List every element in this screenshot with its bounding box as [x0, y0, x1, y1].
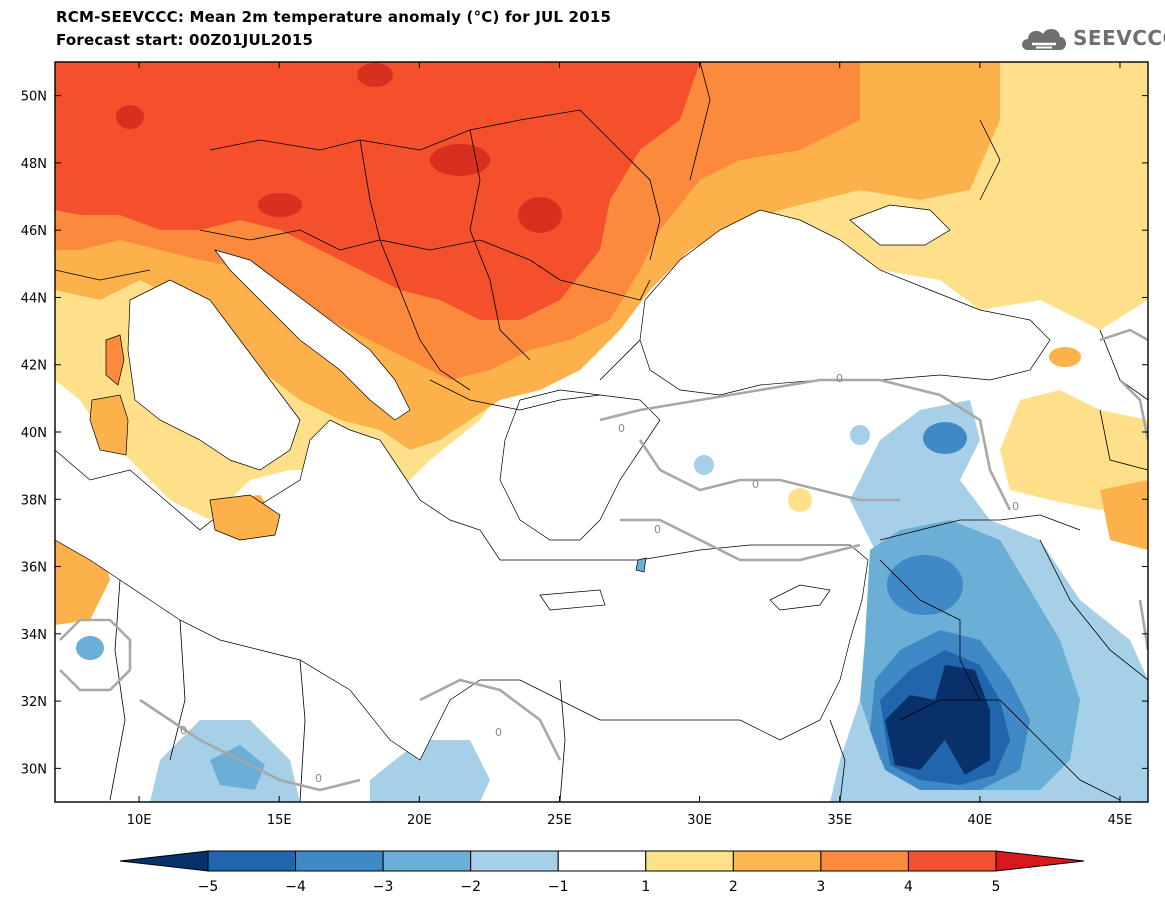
colorbar-segment [470, 850, 559, 872]
lon-tick-label: 25E [547, 813, 572, 828]
anomaly-region-cool3 [210, 745, 265, 790]
anomaly-spot-cool2 [694, 455, 714, 475]
map-title: RCM-SEEVCCC: Mean 2m temperature anomaly… [56, 8, 612, 26]
colorbar-label: −4 [285, 879, 306, 895]
lon-tick-label: 10E [127, 813, 152, 828]
contour-label: 0 [315, 772, 322, 785]
lat-tick-label: 36N [21, 561, 47, 576]
logo-text: SEEVCCC [1073, 26, 1165, 50]
zero-contours [59, 328, 1148, 792]
anomaly-region-warm5 [55, 62, 700, 320]
sea-black [639, 209, 1051, 396]
anomaly-spot-warm6 [116, 105, 144, 129]
colorbar-segment [907, 850, 997, 872]
lon-tick-label: 15E [267, 813, 292, 828]
lon-tick-label: 20E [407, 813, 432, 828]
anomaly-region-cool2 [370, 740, 490, 802]
contour-label: 0 [752, 478, 759, 491]
anomaly-region-cool6 [885, 665, 990, 775]
lat-tick-label: 42N [21, 359, 47, 374]
anomaly-spot-warm3 [1049, 347, 1081, 367]
anomaly-spot-cool4 [923, 422, 967, 454]
colorbar-segment [732, 850, 822, 872]
lat-tick-label: 34N [21, 628, 47, 643]
sea-azov [849, 204, 951, 246]
forecast-start-label: Forecast start: 00Z01JUL2015 [56, 31, 314, 49]
anomaly-spot-warm6 [357, 63, 393, 87]
sea-adriatic [214, 249, 411, 421]
contour-label: 0 [495, 726, 502, 739]
sea-aegean [499, 389, 661, 541]
axis-ticks: 10E 15E 20E 25E 30E 35E 40E 45E 50N 48N 46N 44N 42N 4… [21, 62, 1148, 828]
colorbar-label: 4 [904, 879, 913, 895]
lat-tick-label: 40N [21, 426, 47, 441]
contour-label: 0 [1012, 500, 1019, 513]
lon-tick-label: 45E [1108, 813, 1133, 828]
colorbar-label: 2 [729, 879, 738, 895]
lat-tick-label: 38N [21, 493, 47, 508]
contour-label: 0 [180, 724, 187, 737]
country-borders [55, 62, 1148, 802]
sea-tyrrhenian [127, 279, 301, 471]
cloud-icon [1022, 28, 1066, 50]
anomaly-spot-warm6 [518, 197, 562, 233]
colorbar-segment [207, 850, 297, 872]
sea-mediterranean [55, 419, 869, 761]
colorbar-segment [382, 850, 472, 872]
colorbar-label: −3 [373, 879, 394, 895]
anomaly-region-warm3 [1100, 480, 1148, 550]
lon-tick-label: 40E [967, 813, 992, 828]
anomaly-spot-warm6 [258, 193, 302, 217]
islands [89, 334, 831, 611]
colorbar-label: 5 [992, 879, 1001, 895]
colorbar-arrow-right [995, 850, 1085, 872]
colorbar-label: −1 [548, 879, 569, 895]
lat-tick-label: 44N [21, 291, 47, 306]
colorbar-arrow-left [119, 850, 209, 872]
anomaly-field [55, 62, 1148, 802]
lat-tick-label: 48N [21, 157, 47, 172]
colorbar-label: 1 [641, 879, 650, 895]
anomaly-spot-cool3 [76, 636, 104, 660]
colorbar: −5 −4 −3 −2 −1 1 2 3 4 5 [119, 850, 1085, 895]
colorbar-segment [645, 850, 734, 872]
anomaly-spot-warm6 [430, 144, 490, 176]
seevccc-logo: SEEVCCC [1018, 22, 1165, 54]
lat-tick-label: 30N [21, 762, 47, 777]
lat-tick-label: 50N [21, 90, 47, 105]
colorbar-label: 3 [816, 879, 825, 895]
colorbar-segment [295, 850, 384, 872]
zero-contour-labels: 0 0 0 0 0 0 0 0 [180, 372, 1019, 785]
contour-label: 0 [836, 372, 843, 385]
lat-tick-label: 46N [21, 224, 47, 239]
colorbar-segment [557, 850, 647, 872]
anomaly-spot-cool2 [850, 425, 870, 445]
lat-tick-label: 32N [21, 695, 47, 710]
anomaly-region-warm2 [1000, 390, 1148, 510]
colorbar-label: −5 [198, 879, 219, 895]
contour-label: 0 [654, 523, 661, 536]
lon-tick-label: 35E [827, 813, 852, 828]
lon-tick-label: 30E [687, 813, 712, 828]
anomaly-spot-cool4 [887, 555, 963, 615]
contour-label: 0 [618, 422, 625, 435]
colorbar-segment [820, 850, 909, 872]
colorbar-label: −2 [460, 879, 481, 895]
anomaly-spot-warm2 [788, 488, 812, 512]
